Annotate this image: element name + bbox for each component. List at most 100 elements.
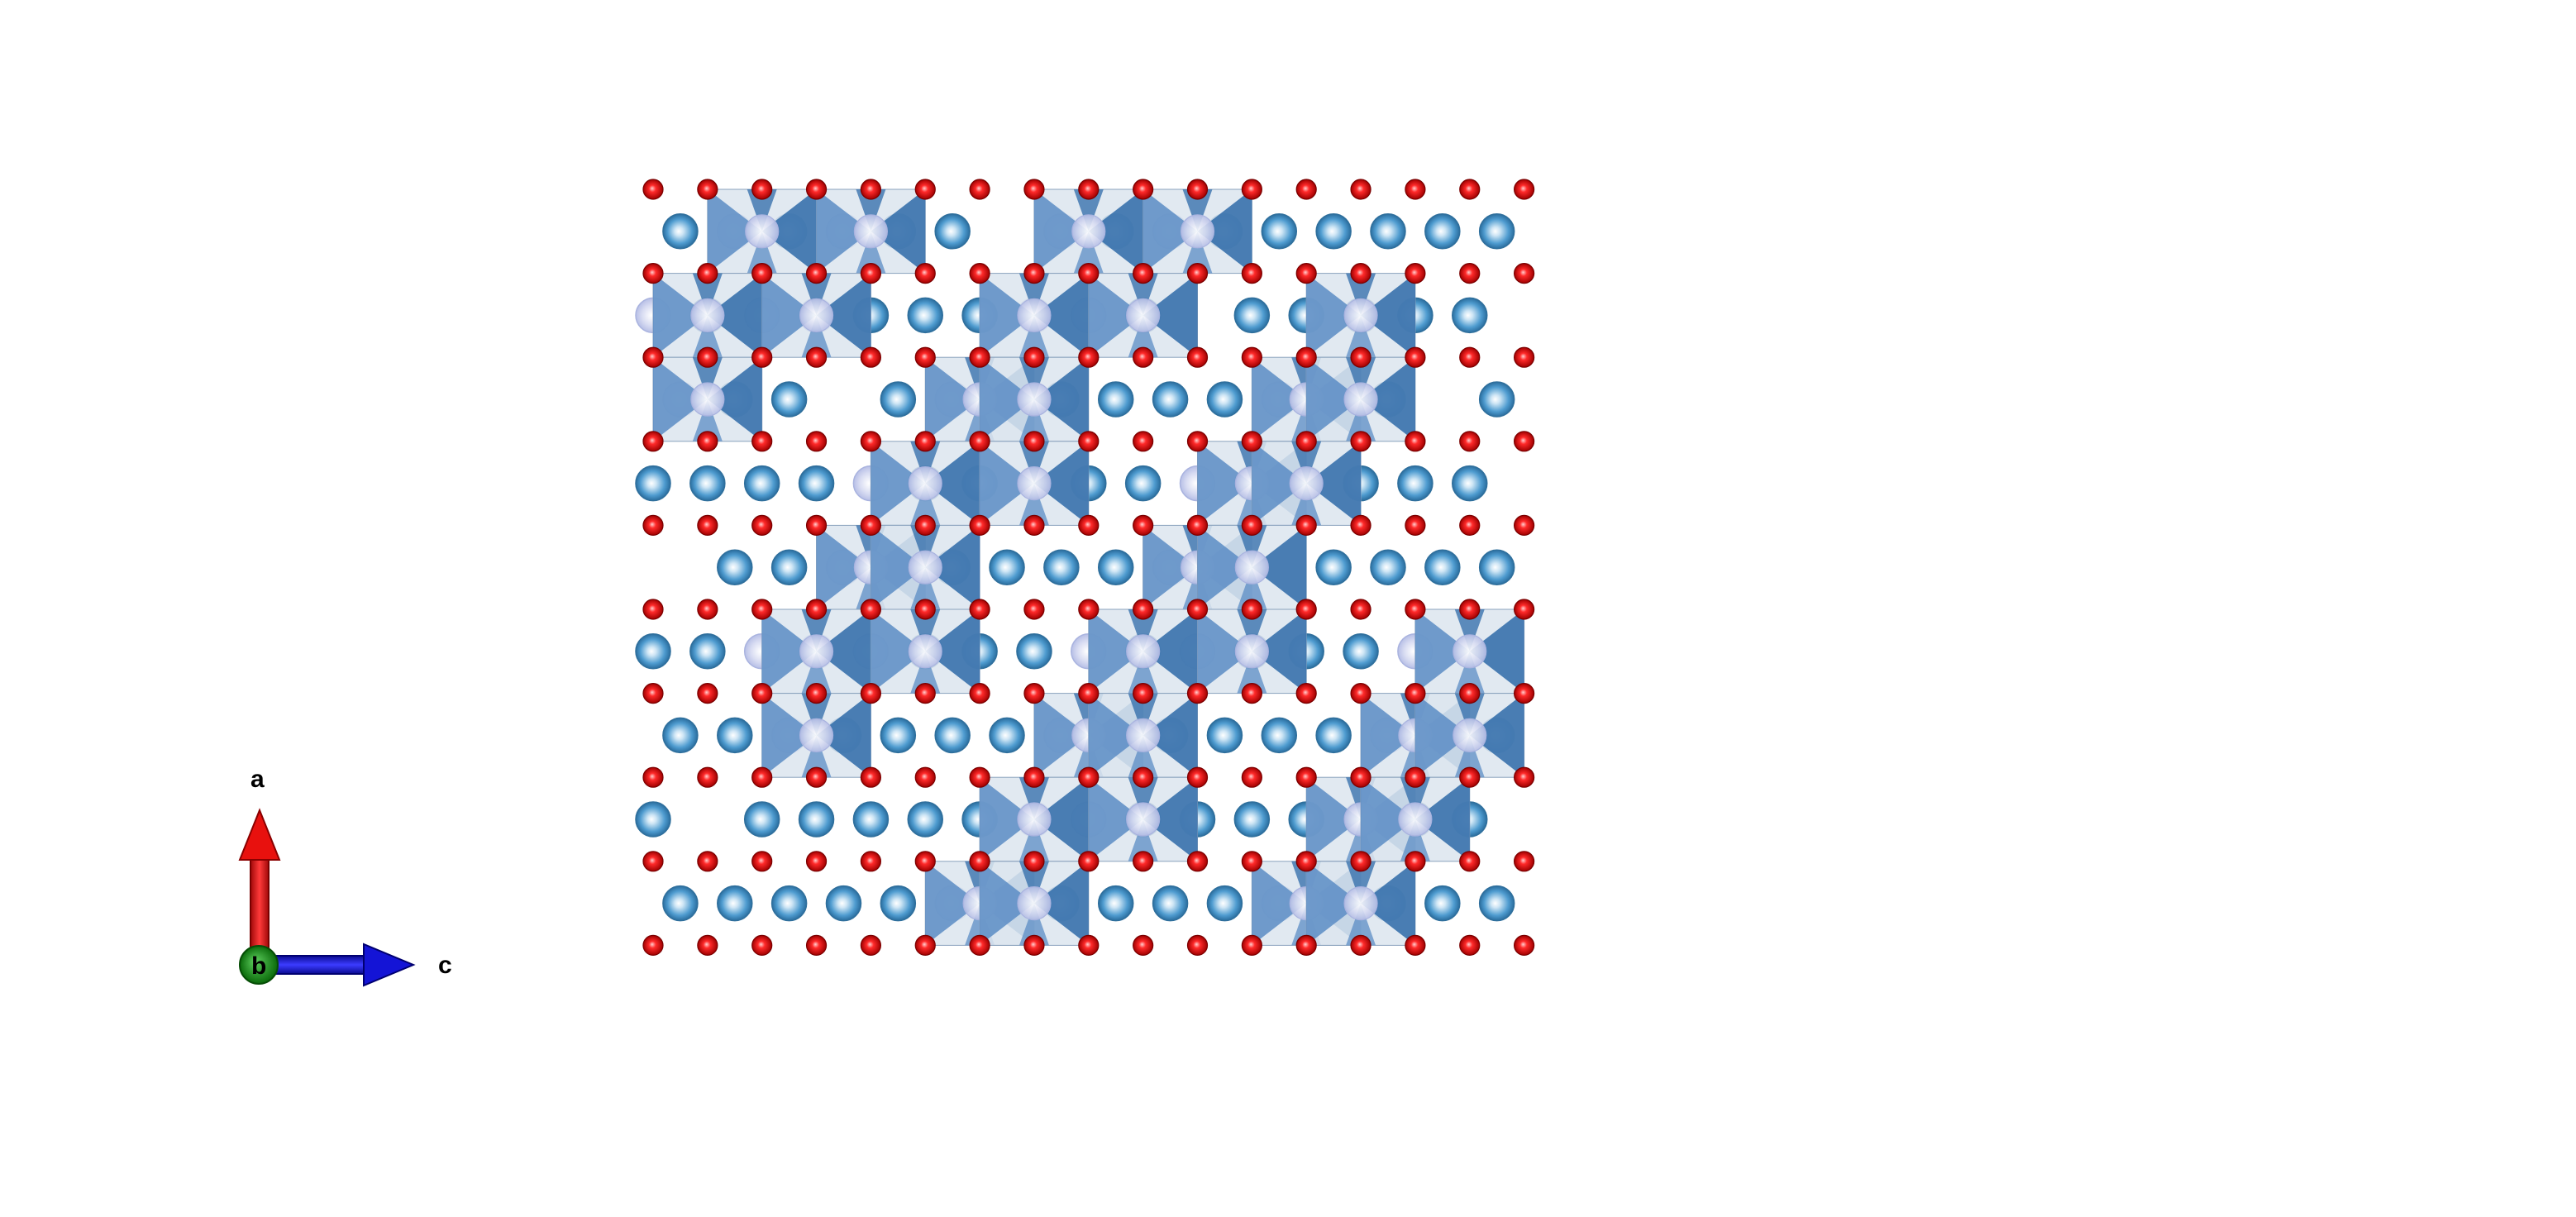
octahedron-face-top bbox=[1182, 189, 1213, 231]
oxygen-atom bbox=[642, 599, 664, 620]
oxygen-atom bbox=[805, 682, 828, 704]
octahedron bbox=[1088, 608, 1199, 694]
oxygen-atom bbox=[697, 514, 718, 537]
oxygen-atom bbox=[1459, 599, 1481, 620]
oxygen-atom bbox=[1459, 682, 1481, 704]
oxygen-atom bbox=[860, 682, 882, 704]
octahedron-face-right bbox=[1033, 441, 1089, 526]
octahedron-face-left bbox=[761, 273, 817, 358]
oxygen-atom bbox=[1405, 514, 1426, 537]
oxygen-atom bbox=[1350, 346, 1371, 368]
octahedron-face-left bbox=[653, 273, 708, 358]
octahedron bbox=[979, 776, 1090, 862]
oxygen-atom bbox=[1459, 179, 1481, 200]
cation-atom bbox=[1261, 213, 1298, 250]
oxygen-atom bbox=[1295, 934, 1317, 957]
octahedron-face-bottom bbox=[856, 231, 886, 274]
oxygen-atom bbox=[860, 179, 882, 200]
oxygen-atom bbox=[1405, 599, 1426, 620]
axes-indicator: a b c bbox=[238, 766, 452, 987]
cation-atom bbox=[1315, 717, 1352, 754]
octahedron-face-top bbox=[1346, 861, 1376, 904]
oxygen-atom bbox=[1186, 599, 1209, 620]
octahedron-face-bottom bbox=[1018, 315, 1049, 358]
cation-atom bbox=[1152, 885, 1189, 922]
octahedron-center-atom bbox=[1234, 634, 1269, 669]
octahedron bbox=[979, 273, 1090, 358]
octahedron-face-left bbox=[1306, 357, 1362, 441]
octahedron-face-bottom bbox=[801, 315, 832, 358]
octahedron-face-left bbox=[653, 357, 708, 441]
octahedron-center-atom bbox=[1126, 802, 1161, 837]
octahedron-face-right bbox=[1414, 777, 1470, 861]
octahedron-face-bottom bbox=[910, 567, 941, 609]
oxygen-atom bbox=[1241, 934, 1262, 957]
octahedron-face-bottom bbox=[1018, 483, 1049, 526]
octahedron-face-top bbox=[1128, 609, 1158, 651]
oxygen-atom bbox=[1513, 934, 1535, 957]
oxygen-atom bbox=[860, 851, 882, 872]
oxygen-atom bbox=[1350, 179, 1371, 200]
octahedron bbox=[979, 861, 1090, 946]
oxygen-atom bbox=[1133, 179, 1154, 200]
cation-atom bbox=[689, 465, 726, 502]
oxygen-atom bbox=[1241, 766, 1262, 788]
octahedron-center-atom bbox=[1017, 802, 1052, 837]
octahedron-face-left bbox=[1252, 357, 1307, 441]
oxygen-atom bbox=[1350, 766, 1371, 788]
octahedron bbox=[870, 524, 980, 610]
oxygen-atom bbox=[697, 682, 718, 704]
oxygen-atom bbox=[914, 431, 936, 452]
cation-atom bbox=[717, 885, 753, 922]
oxygen-atom bbox=[1295, 682, 1317, 704]
cation-atom bbox=[1370, 213, 1406, 250]
oxygen-atom bbox=[1405, 346, 1426, 368]
oxygen-atom bbox=[1186, 431, 1209, 452]
oxygen-atom bbox=[805, 179, 828, 200]
octahedron bbox=[1088, 693, 1199, 778]
octahedron-face-left bbox=[1088, 693, 1143, 778]
octahedron-face-top bbox=[1237, 609, 1267, 651]
oxygen-atom bbox=[1295, 346, 1317, 368]
cation-atom bbox=[770, 885, 808, 922]
octahedron bbox=[870, 441, 980, 526]
oxygen-atom bbox=[805, 263, 828, 284]
oxygen-atom bbox=[1241, 514, 1262, 537]
oxygen-atom bbox=[969, 431, 990, 452]
octahedron-face-right bbox=[761, 189, 817, 274]
oxygen-atom bbox=[1295, 179, 1317, 200]
oxygen-atom bbox=[1023, 934, 1045, 957]
octahedron-face-right bbox=[1197, 189, 1252, 274]
octahedron bbox=[1197, 524, 1307, 610]
octahedron bbox=[1305, 861, 1416, 946]
oxygen-atom bbox=[751, 682, 773, 704]
oxygen-atom bbox=[1405, 682, 1426, 704]
octahedron-face-right bbox=[1252, 609, 1307, 694]
cation-atom bbox=[1233, 297, 1271, 334]
oxygen-atom bbox=[1350, 851, 1371, 872]
octahedron bbox=[870, 608, 980, 694]
octahedron-face-bottom bbox=[692, 315, 723, 358]
octahedron-face-bottom bbox=[1128, 819, 1158, 861]
octahedron-face-top bbox=[1128, 777, 1158, 819]
octahedron-face-left bbox=[980, 357, 1034, 441]
octahedron-face-bottom bbox=[1128, 735, 1158, 778]
oxygen-atom bbox=[860, 514, 882, 537]
oxygen-atom bbox=[860, 599, 882, 620]
oxygen-atom bbox=[1186, 934, 1209, 957]
octahedron-center-atom bbox=[690, 298, 725, 332]
oxygen-atom bbox=[1350, 934, 1371, 957]
oxygen-atom bbox=[1186, 346, 1209, 368]
oxygen-atom bbox=[1295, 766, 1317, 788]
octahedron-face-top bbox=[801, 273, 832, 316]
oxygen-atom bbox=[969, 851, 990, 872]
octahedron-face-right bbox=[1033, 777, 1089, 861]
octahedron bbox=[1305, 273, 1416, 358]
cation-atom bbox=[1452, 297, 1488, 334]
octahedron-face-right bbox=[925, 609, 980, 694]
octahedron-face-left bbox=[1252, 441, 1307, 526]
cation-atom bbox=[743, 801, 780, 838]
octahedron-face-top bbox=[747, 189, 777, 231]
oxygen-atom bbox=[751, 934, 773, 957]
octahedron-center-atom bbox=[1071, 214, 1106, 249]
